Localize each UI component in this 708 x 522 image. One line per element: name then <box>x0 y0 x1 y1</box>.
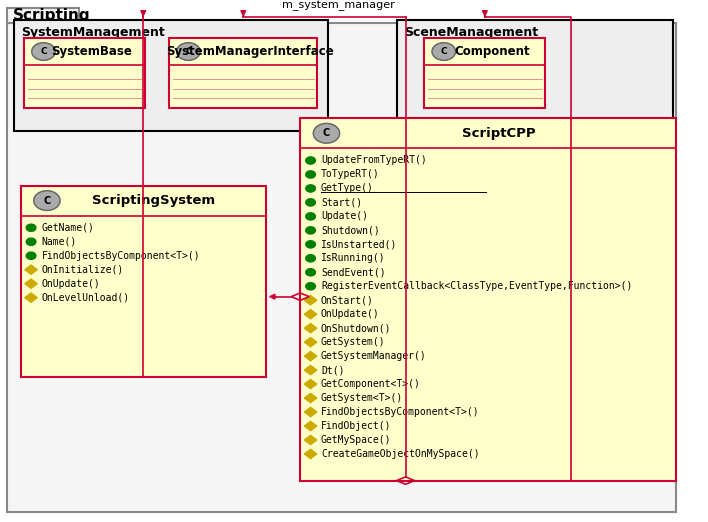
Text: OnUpdate(): OnUpdate() <box>41 279 100 289</box>
Text: FindObject(): FindObject() <box>321 421 392 431</box>
Polygon shape <box>304 338 316 347</box>
Text: CreateGameObjectOnMySpace(): CreateGameObjectOnMySpace() <box>321 449 479 459</box>
Circle shape <box>306 241 315 248</box>
Polygon shape <box>304 295 316 305</box>
Text: C: C <box>440 47 447 56</box>
Text: OnStart(): OnStart() <box>321 295 374 305</box>
Circle shape <box>306 227 315 234</box>
Text: GetSystem<T>(): GetSystem<T>() <box>321 393 403 403</box>
Text: GetSystemManager(): GetSystemManager() <box>321 351 427 361</box>
Bar <box>7 8 79 22</box>
Polygon shape <box>304 351 316 361</box>
Text: C: C <box>43 196 50 206</box>
Text: OnUpdate(): OnUpdate() <box>321 309 379 319</box>
Text: OnShutdown(): OnShutdown() <box>321 323 392 333</box>
Text: C: C <box>40 47 47 56</box>
Text: SystemManagerInterface: SystemManagerInterface <box>166 45 334 58</box>
Bar <box>21 185 266 377</box>
Circle shape <box>32 43 55 61</box>
Text: OnInitialize(): OnInitialize() <box>41 265 124 275</box>
Text: Component: Component <box>454 45 530 58</box>
Circle shape <box>306 199 315 206</box>
Circle shape <box>306 255 315 262</box>
Text: GetType(): GetType() <box>321 183 374 194</box>
Bar <box>300 118 676 481</box>
Polygon shape <box>304 435 316 445</box>
Text: IsRunning(): IsRunning() <box>321 253 386 263</box>
Text: IsUnstarted(): IsUnstarted() <box>321 239 397 250</box>
Circle shape <box>306 213 315 220</box>
Text: Scripting: Scripting <box>13 8 90 23</box>
Text: Start(): Start() <box>321 197 362 207</box>
Text: SendEvent(): SendEvent() <box>321 267 386 277</box>
Circle shape <box>306 157 315 164</box>
Circle shape <box>26 252 36 259</box>
Text: ToTypeRT(): ToTypeRT() <box>321 170 379 180</box>
Text: UpdateFromTypeRT(): UpdateFromTypeRT() <box>321 156 427 165</box>
Polygon shape <box>304 365 316 375</box>
Circle shape <box>34 191 60 210</box>
Circle shape <box>432 43 455 61</box>
Text: ScriptingSystem: ScriptingSystem <box>92 194 215 207</box>
Text: SystemManagement: SystemManagement <box>21 26 164 39</box>
Polygon shape <box>304 449 316 459</box>
Text: SystemBase: SystemBase <box>51 45 132 58</box>
Text: SceneManagement: SceneManagement <box>404 26 538 39</box>
Text: OnLevelUnload(): OnLevelUnload() <box>41 293 130 303</box>
Circle shape <box>314 123 340 143</box>
Text: GetComponent<T>(): GetComponent<T>() <box>321 379 421 389</box>
Text: Update(): Update() <box>321 211 368 221</box>
Circle shape <box>306 269 315 276</box>
Text: C: C <box>323 128 330 138</box>
Text: FindObjectsByComponent<T>(): FindObjectsByComponent<T>() <box>41 251 200 260</box>
Polygon shape <box>25 265 38 275</box>
Bar <box>24 38 145 108</box>
Bar <box>425 38 545 108</box>
Text: ScriptCPP: ScriptCPP <box>462 127 535 140</box>
Text: RegisterEventCallback<ClassType,EventType,Function>(): RegisterEventCallback<ClassType,EventTyp… <box>321 281 632 291</box>
Bar <box>13 20 328 131</box>
Text: Name(): Name() <box>41 237 76 247</box>
Text: C: C <box>185 47 192 56</box>
Polygon shape <box>25 279 38 288</box>
Text: m_system_manager: m_system_manager <box>282 0 394 10</box>
Text: GetMySpace(): GetMySpace() <box>321 435 392 445</box>
Polygon shape <box>304 379 316 389</box>
Polygon shape <box>25 293 38 302</box>
Circle shape <box>306 171 315 178</box>
Text: GetName(): GetName() <box>41 223 94 233</box>
Polygon shape <box>304 407 316 417</box>
Circle shape <box>26 238 36 245</box>
Polygon shape <box>304 324 316 333</box>
Circle shape <box>26 224 36 231</box>
Text: Shutdown(): Shutdown() <box>321 226 379 235</box>
Circle shape <box>306 185 315 192</box>
Text: GetSystem(): GetSystem() <box>321 337 386 347</box>
Circle shape <box>306 282 315 290</box>
Polygon shape <box>304 394 316 402</box>
Polygon shape <box>304 310 316 319</box>
Bar <box>397 20 673 131</box>
Bar <box>169 38 317 108</box>
Text: Dt(): Dt() <box>321 365 344 375</box>
Circle shape <box>177 43 200 61</box>
Text: FindObjectsByComponent<T>(): FindObjectsByComponent<T>() <box>321 407 479 417</box>
Polygon shape <box>304 421 316 431</box>
